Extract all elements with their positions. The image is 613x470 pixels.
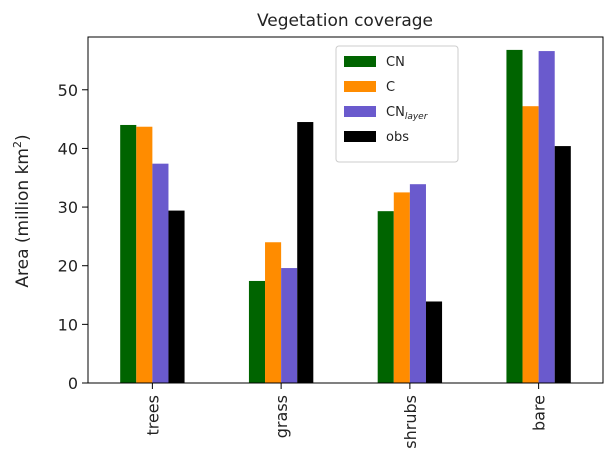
bar-trees-0 — [120, 124, 137, 384]
y-tick-label: 20 — [58, 257, 78, 276]
legend-swatch-0 — [344, 56, 376, 67]
legend-label-2: CNlayer — [386, 105, 429, 122]
x-tick-label-bare: bare — [530, 395, 549, 431]
y-tick-label: 0 — [68, 374, 78, 393]
y-tick-label: 10 — [58, 315, 78, 334]
legend-swatch-2 — [344, 106, 376, 117]
bars-group — [120, 49, 571, 384]
legend-swatch-1 — [344, 81, 376, 92]
bar-bare-0 — [506, 49, 523, 383]
bar-grass-2 — [281, 268, 298, 383]
y-ticks-group: 0 10 20 30 40 50 — [58, 81, 88, 393]
y-axis-title-main: Area (million km — [13, 148, 33, 288]
x-tick-label-grass: grass — [272, 395, 291, 438]
chart-title: Vegetation coverage — [257, 11, 433, 31]
x-ticks-group: trees grass shrubs bare — [143, 383, 549, 449]
bar-grass-3 — [297, 122, 314, 383]
bar-bare-3 — [554, 146, 571, 383]
plot-frame — [87, 36, 604, 384]
legend-label-1: C — [386, 80, 395, 95]
y-axis-title-end: ) — [13, 134, 33, 141]
bar-trees-3 — [168, 210, 185, 383]
bar-grass-0 — [248, 280, 266, 383]
y-axis-title: Area (million km2) — [11, 134, 33, 287]
x-tick-label-trees: trees — [143, 395, 162, 436]
bar-trees-2 — [152, 163, 169, 383]
bar-shrubs-1 — [393, 192, 410, 383]
bar-shrubs-0 — [377, 211, 394, 383]
legend-label-0: CN — [386, 55, 405, 70]
legend-swatch-3 — [344, 131, 376, 142]
bar-grass-1 — [265, 242, 282, 383]
bar-shrubs-3 — [425, 301, 443, 383]
y-axis-title-sup: 2 — [11, 141, 24, 148]
bar-bare-1 — [522, 106, 539, 383]
y-tick-label: 40 — [58, 139, 78, 158]
bar-shrubs-2 — [409, 184, 426, 383]
legend: CN C CNlayer obs — [335, 45, 459, 163]
bar-bare-2 — [538, 51, 555, 383]
y-tick-label: 50 — [58, 81, 78, 100]
legend-label-3: obs — [386, 130, 409, 145]
bar-trees-1 — [136, 126, 153, 383]
y-tick-label: 30 — [58, 198, 78, 217]
x-tick-label-shrubs: shrubs — [401, 395, 420, 449]
